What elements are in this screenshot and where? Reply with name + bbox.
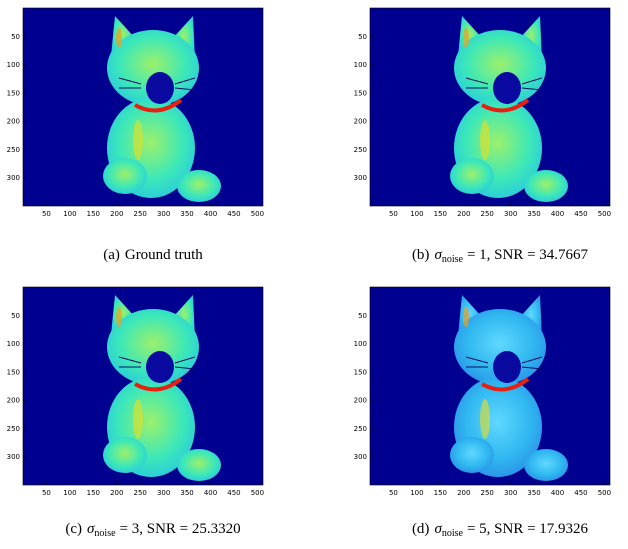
y-tick-label: 250 [354, 146, 367, 154]
x-tick-label: 200 [457, 489, 470, 497]
x-tick-label: 500 [598, 489, 611, 497]
y-tick-label: 250 [354, 425, 367, 433]
caption-sigma-sub: noise [94, 528, 116, 539]
y-tick-label: 300 [354, 174, 367, 182]
y-tick-label: 50 [11, 312, 20, 320]
x-tick-label: 200 [110, 489, 123, 497]
x-tick-label: 50 [389, 210, 398, 218]
caption: (d)σnoise= 5, SNR = 17.9326 [412, 521, 589, 539]
y-tick-label: 150 [354, 89, 367, 97]
panels: 50 100 150 200 250 300 350 400 450 500 50 100 150 200… [7, 8, 611, 539]
x-tick-label: 250 [134, 210, 147, 218]
y-tick-label: 100 [354, 61, 367, 69]
caption-tag: (b) [412, 247, 430, 263]
x-tick-label: 350 [527, 210, 540, 218]
y-tick-label: 50 [358, 312, 367, 320]
x-tick-label: 100 [63, 489, 76, 497]
x-tick-label: 450 [574, 489, 587, 497]
x-tick-label: 150 [87, 489, 100, 497]
x-tick-label: 50 [389, 489, 398, 497]
x-tick-label: 100 [410, 210, 423, 218]
y-tick-label: 150 [7, 368, 20, 376]
y-tick-label: 300 [7, 453, 20, 461]
x-tick-label: 50 [42, 210, 51, 218]
figure: 50 100 150 200 250 300 350 400 450 500 50 100 150 200… [0, 0, 628, 544]
x-tick-label: 400 [551, 210, 564, 218]
x-tick-label: 400 [204, 210, 217, 218]
caption: (b)σnoise= 1, SNR = 34.7667 [412, 247, 589, 265]
x-tick-label: 250 [134, 489, 147, 497]
x-tick-label: 100 [410, 489, 423, 497]
x-tick-label: 150 [434, 210, 447, 218]
y-tick-label: 200 [354, 118, 367, 126]
x-tick-label: 150 [434, 489, 447, 497]
x-tick-label: 300 [504, 489, 517, 497]
panel: 50 100 150 200 250 300 350 400 450 500 50 100 150 200… [7, 287, 264, 539]
x-tick-label: 250 [481, 210, 494, 218]
caption-tag: (c) [65, 521, 82, 537]
x-tick-label: 500 [251, 489, 264, 497]
x-tick-label: 150 [87, 210, 100, 218]
y-tick-label: 300 [7, 174, 20, 182]
caption-tag: (a) [103, 247, 120, 263]
y-tick-label: 150 [7, 89, 20, 97]
y-tick-label: 150 [354, 368, 367, 376]
caption-tag: (d) [412, 521, 430, 537]
y-tick-label: 250 [7, 425, 20, 433]
x-tick-label: 50 [42, 489, 51, 497]
x-tick-label: 100 [63, 210, 76, 218]
y-tick-label: 50 [358, 33, 367, 41]
caption-sigma-sub: noise [442, 528, 464, 539]
panel: 50 100 150 200 250 300 350 400 450 500 50 100 150 200… [354, 8, 611, 265]
panel: 50 100 150 200 250 300 350 400 450 500 50 100 150 200… [354, 287, 611, 539]
caption: (c)σnoise= 3, SNR = 25.3320 [65, 521, 240, 539]
x-tick-label: 200 [457, 210, 470, 218]
x-tick-label: 300 [157, 210, 170, 218]
x-tick-label: 250 [481, 489, 494, 497]
y-tick-label: 100 [354, 340, 367, 348]
caption: (a) Ground truth [103, 247, 203, 263]
x-tick-label: 450 [574, 210, 587, 218]
caption-text: = 5, SNR = 17.9326 [467, 521, 589, 537]
x-tick-label: 400 [551, 489, 564, 497]
y-tick-label: 200 [7, 118, 20, 126]
caption-text: = 1, SNR = 34.7667 [467, 247, 589, 263]
x-tick-label: 300 [157, 489, 170, 497]
x-tick-label: 450 [227, 210, 240, 218]
caption-text: = 3, SNR = 25.3320 [120, 521, 241, 537]
y-tick-label: 300 [354, 453, 367, 461]
x-tick-label: 400 [204, 489, 217, 497]
x-tick-label: 500 [598, 210, 611, 218]
y-tick-label: 200 [7, 397, 20, 405]
y-tick-label: 50 [11, 33, 20, 41]
y-tick-label: 100 [7, 340, 20, 348]
x-tick-label: 200 [110, 210, 123, 218]
x-tick-label: 450 [227, 489, 240, 497]
caption-sigma-sub: noise [442, 254, 464, 265]
x-tick-label: 350 [180, 489, 193, 497]
x-tick-label: 350 [527, 489, 540, 497]
y-tick-label: 250 [7, 146, 20, 154]
panel: 50 100 150 200 250 300 350 400 450 500 50 100 150 200… [7, 8, 264, 263]
x-tick-label: 300 [504, 210, 517, 218]
x-tick-label: 350 [180, 210, 193, 218]
x-tick-label: 500 [251, 210, 264, 218]
y-tick-label: 200 [354, 397, 367, 405]
y-tick-label: 100 [7, 61, 20, 69]
caption-text: Ground truth [125, 247, 203, 263]
